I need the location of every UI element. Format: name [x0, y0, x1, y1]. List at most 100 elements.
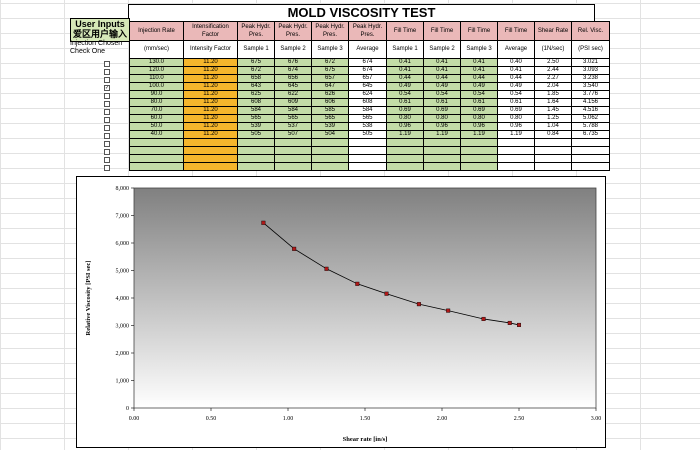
table-cell[interactable]: 0.44 [423, 74, 461, 83]
table-cell[interactable]: 539 [237, 122, 275, 131]
table-cell[interactable]: 537 [274, 122, 312, 131]
table-cell[interactable]: 0.80 [423, 114, 461, 123]
table-cell[interactable]: 674 [274, 66, 312, 75]
table-cell[interactable]: 0.49 [460, 82, 498, 91]
table-cell[interactable]: 0.80 [386, 114, 424, 123]
table-cell[interactable]: 11.20 [183, 130, 238, 139]
table-cell[interactable] [460, 162, 498, 171]
table-cell[interactable]: 0.41 [460, 66, 498, 75]
table-cell[interactable]: 11.20 [183, 74, 238, 83]
table-cell[interactable] [237, 154, 275, 163]
table-cell[interactable]: 0.41 [423, 66, 461, 75]
table-cell[interactable]: 11.20 [183, 90, 238, 99]
table-cell[interactable]: 0.80 [460, 114, 498, 123]
table-cell[interactable] [311, 146, 349, 155]
table-cell[interactable]: 0.41 [386, 66, 424, 75]
table-cell[interactable] [183, 154, 238, 163]
table-cell[interactable] [386, 138, 424, 147]
table-cell[interactable]: 60.0 [129, 114, 184, 123]
table-cell[interactable]: 672 [311, 58, 349, 67]
injection-checkbox[interactable] [104, 149, 110, 155]
table-cell[interactable] [237, 162, 275, 171]
table-cell[interactable] [237, 146, 275, 155]
injection-checkbox[interactable] [104, 69, 110, 75]
table-cell[interactable]: 609 [274, 98, 312, 107]
table-cell[interactable]: 70.0 [129, 106, 184, 115]
injection-checkbox[interactable] [104, 157, 110, 163]
table-cell[interactable] [274, 154, 312, 163]
table-cell[interactable]: 625 [237, 90, 275, 99]
table-cell[interactable] [129, 162, 184, 171]
table-cell[interactable]: 0.41 [460, 58, 498, 67]
table-cell[interactable]: 0.41 [386, 58, 424, 67]
table-cell[interactable]: 0.61 [460, 98, 498, 107]
table-cell[interactable] [274, 146, 312, 155]
table-cell[interactable]: 0.69 [386, 106, 424, 115]
table-cell[interactable]: 675 [311, 66, 349, 75]
table-cell[interactable]: 0.44 [386, 74, 424, 83]
table-cell[interactable]: 1.19 [460, 130, 498, 139]
table-cell[interactable] [183, 162, 238, 171]
table-cell[interactable]: 90.0 [129, 90, 184, 99]
table-cell[interactable]: 50.0 [129, 122, 184, 131]
table-cell[interactable]: 622 [274, 90, 312, 99]
table-cell[interactable]: 505 [237, 130, 275, 139]
table-cell[interactable] [460, 146, 498, 155]
table-cell[interactable]: 0.96 [460, 122, 498, 131]
table-cell[interactable]: 0.54 [386, 90, 424, 99]
table-cell[interactable]: 507 [274, 130, 312, 139]
table-cell[interactable]: 0.69 [460, 106, 498, 115]
table-cell[interactable]: 626 [311, 90, 349, 99]
injection-checkbox[interactable] [104, 141, 110, 147]
table-cell[interactable] [129, 146, 184, 155]
table-cell[interactable]: 11.20 [183, 106, 238, 115]
injection-checkbox[interactable] [104, 109, 110, 115]
table-cell[interactable]: 100.0 [129, 82, 184, 91]
table-cell[interactable] [311, 154, 349, 163]
table-cell[interactable]: 657 [311, 74, 349, 83]
injection-checkbox[interactable] [104, 165, 110, 171]
table-cell[interactable] [129, 138, 184, 147]
table-cell[interactable]: 80.0 [129, 98, 184, 107]
table-cell[interactable] [386, 162, 424, 171]
table-cell[interactable]: 675 [237, 58, 275, 67]
table-cell[interactable]: 40.0 [129, 130, 184, 139]
table-cell[interactable]: 0.54 [460, 90, 498, 99]
table-cell[interactable]: 565 [237, 114, 275, 123]
table-cell[interactable] [129, 154, 184, 163]
table-cell[interactable] [423, 146, 461, 155]
table-cell[interactable]: 643 [237, 82, 275, 91]
table-cell[interactable] [183, 146, 238, 155]
injection-checkbox[interactable] [104, 125, 110, 131]
table-cell[interactable]: 11.20 [183, 114, 238, 123]
table-cell[interactable]: 565 [274, 114, 312, 123]
table-cell[interactable] [423, 138, 461, 147]
table-cell[interactable]: 584 [274, 106, 312, 115]
table-cell[interactable]: 11.20 [183, 82, 238, 91]
table-cell[interactable] [237, 138, 275, 147]
injection-checkbox[interactable] [104, 93, 110, 99]
table-cell[interactable] [274, 138, 312, 147]
injection-checkbox[interactable] [104, 101, 110, 107]
table-cell[interactable]: 608 [237, 98, 275, 107]
table-cell[interactable]: 504 [311, 130, 349, 139]
table-cell[interactable] [460, 138, 498, 147]
table-cell[interactable] [460, 154, 498, 163]
table-cell[interactable]: 0.96 [423, 122, 461, 131]
table-cell[interactable]: 672 [237, 66, 275, 75]
table-cell[interactable]: 0.61 [423, 98, 461, 107]
table-cell[interactable]: 110.0 [129, 74, 184, 83]
injection-checkbox[interactable] [104, 77, 110, 83]
table-cell[interactable] [423, 162, 461, 171]
table-cell[interactable]: 11.20 [183, 58, 238, 67]
table-cell[interactable]: 11.20 [183, 66, 238, 75]
table-cell[interactable]: 0.54 [423, 90, 461, 99]
table-cell[interactable]: 645 [274, 82, 312, 91]
table-cell[interactable]: 0.61 [386, 98, 424, 107]
table-cell[interactable] [423, 154, 461, 163]
table-cell[interactable] [183, 138, 238, 147]
table-cell[interactable]: 656 [274, 74, 312, 83]
injection-checkbox[interactable]: ✓ [104, 85, 110, 91]
table-cell[interactable] [386, 146, 424, 155]
table-cell[interactable] [311, 138, 349, 147]
